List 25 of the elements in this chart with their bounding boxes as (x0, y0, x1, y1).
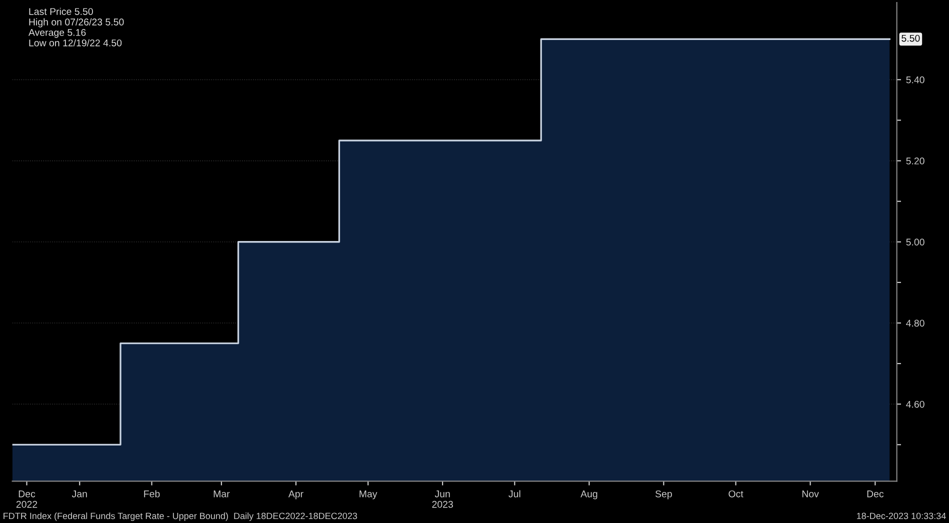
text: FDTR Index (Federal Funds Target Rate - Upper Bound) Daily 18DEC2022-18DEC2023 (4, 512, 358, 521)
x-tick-label: Jul (508, 490, 520, 498)
x-tick-label: Jan (72, 490, 87, 498)
x-tick-label: Apr (288, 490, 304, 500)
annotation: Last Price 5.50 (29, 8, 93, 15)
x-tick-label: Jun 2023 (432, 490, 453, 508)
annotation: 5.50 (902, 34, 920, 42)
x-tick-label: Oct (728, 490, 744, 498)
y-tick-label: 5.00 (906, 238, 924, 246)
x-tick-label: Dec (867, 490, 884, 498)
y-tick-label: 4.60 (906, 400, 924, 408)
annotation: Average 5.16 (28, 29, 86, 38)
y-tick-label: 5.40 (906, 76, 924, 84)
x-tick-label: Sep (655, 490, 672, 500)
y-tick-label: 5.20 (906, 158, 924, 164)
annotation: Low on 12/19/22 4.50 (29, 39, 122, 46)
x-tick-label: Nov (802, 490, 819, 498)
x-tick-label: May (360, 490, 378, 500)
x-tick-label: Mar (214, 490, 230, 498)
annotation: High on 07/26/23 5.50 (29, 18, 124, 28)
x-tick-label: Dec 2022 (16, 490, 38, 508)
text: 18-Dec-2023 10:33:34 (857, 512, 946, 520)
x-tick-label: Aug (580, 490, 598, 500)
y-tick-label: 4.80 (906, 320, 924, 327)
x-tick-label: Feb (144, 490, 160, 498)
